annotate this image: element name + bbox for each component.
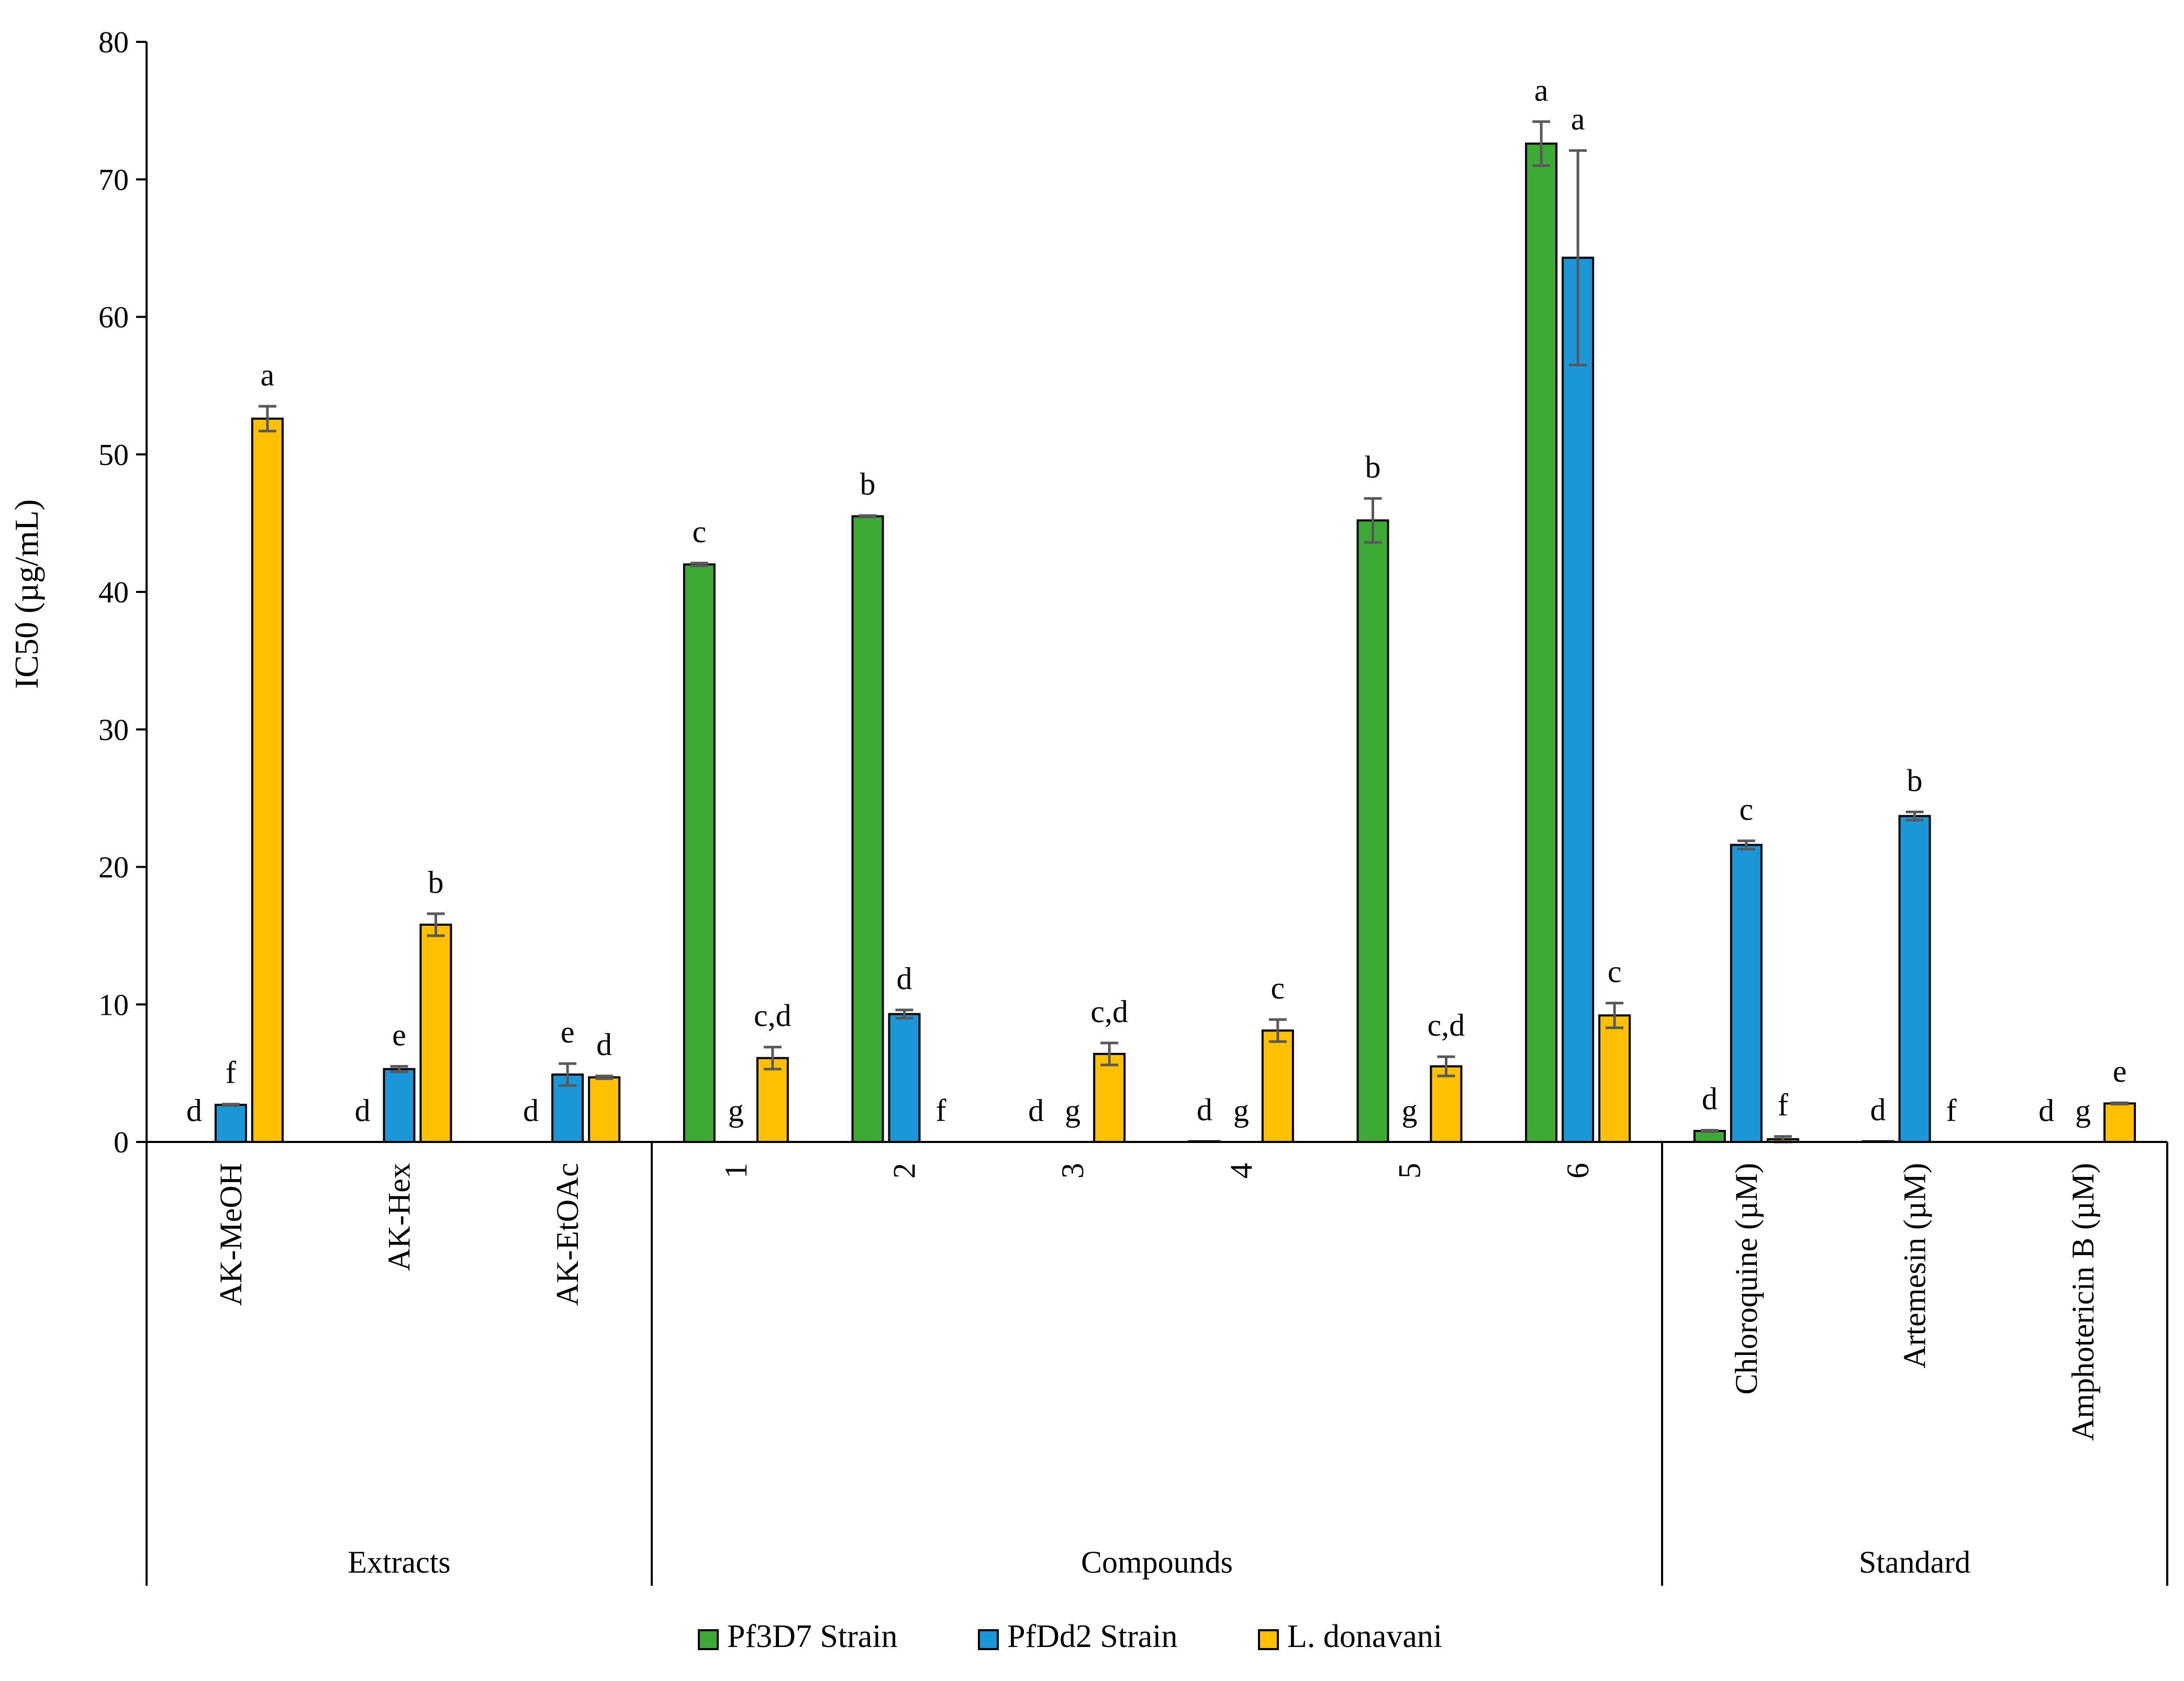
y-tick-label: 30 (98, 713, 129, 747)
legend-label: PfDd2 Strain (1007, 1619, 1178, 1654)
bar (214, 1104, 247, 1144)
bar (1356, 519, 1389, 1143)
significance-label: f (936, 1093, 946, 1128)
significance-label: d (1870, 1093, 1886, 1127)
bar (1730, 844, 1763, 1143)
bar (251, 417, 284, 1143)
significance-label: f (226, 1056, 236, 1090)
bar (1093, 1052, 1126, 1143)
x-category-label: 2 (887, 1163, 922, 1179)
legend-label: L. donavani (1287, 1619, 1442, 1654)
significance-label: b (1365, 450, 1381, 484)
x-category-label: Artemesin (µM) (1898, 1163, 1932, 1369)
bar (1525, 142, 1558, 1143)
x-category-label: 6 (1561, 1163, 1595, 1179)
y-tick-label: 20 (98, 850, 129, 884)
y-tick-label: 70 (98, 163, 129, 197)
significance-label: a (1571, 102, 1585, 137)
legend-swatch (978, 1629, 999, 1650)
significance-label: c (1608, 955, 1622, 989)
y-tick-label: 10 (98, 988, 129, 1022)
y-tick-label: 50 (98, 438, 129, 472)
significance-label: a (261, 357, 275, 392)
significance-label: a (1534, 73, 1548, 107)
significance-label: c,d (754, 999, 792, 1033)
legend-swatch (698, 1629, 719, 1650)
significance-label: g (1065, 1093, 1080, 1128)
significance-label: d (355, 1093, 371, 1128)
group-label: Standard (1859, 1545, 1970, 1579)
bar (2103, 1102, 2136, 1143)
x-category-label: AK-MeOH (214, 1163, 248, 1306)
significance-label: d (596, 1027, 612, 1062)
bar (1562, 256, 1595, 1144)
significance-label: d (1702, 1082, 1718, 1116)
y-tick-label: 0 (114, 1125, 129, 1159)
group-label: Extracts (348, 1545, 451, 1579)
x-category-label: AK-Hex (382, 1163, 417, 1271)
significance-label: c,d (1090, 994, 1128, 1029)
y-axis-title: IC50 (µg/mL) (8, 499, 45, 689)
axes: 0 10 20 30 40 50 60 70 80 Extracts Compounds Standa… (98, 25, 2168, 1586)
bar (888, 1013, 921, 1143)
bar (1598, 1014, 1631, 1144)
bar (1898, 815, 1931, 1143)
bar (383, 1068, 416, 1144)
significance-label: g (1402, 1093, 1418, 1128)
significance-label: d (523, 1093, 539, 1128)
legend-swatch (1258, 1629, 1279, 1650)
x-category-label: AK-EtOAc (550, 1163, 585, 1306)
significance-label: c (693, 514, 707, 549)
significance-label: f (1946, 1093, 1957, 1128)
bar (419, 923, 452, 1143)
significance-label: c (1271, 971, 1285, 1005)
y-tick-label: 60 (98, 300, 129, 334)
bar (851, 515, 884, 1143)
x-category-label: 3 (1055, 1163, 1090, 1179)
significance-label: e (392, 1017, 406, 1052)
significance-label: b (1907, 763, 1923, 798)
significance-label: d (2038, 1093, 2054, 1128)
significance-label: e (561, 1015, 575, 1049)
x-category-label: 5 (1392, 1163, 1427, 1179)
significance-label: b (428, 865, 444, 900)
group-label: Compounds (1081, 1545, 1233, 1579)
bar (1430, 1065, 1463, 1144)
x-category-label: Amphotericin B (µM) (2066, 1163, 2100, 1441)
significance-label: f (1778, 1088, 1788, 1122)
legend: Pf3D7 Strain PfDd2 Strain L. donavani (698, 1619, 1442, 1654)
significance-label: c (1740, 792, 1754, 827)
significance-label: c,d (1428, 1008, 1465, 1043)
significance-label: d (1028, 1093, 1044, 1128)
bar (1261, 1029, 1294, 1143)
significance-label: g (1233, 1093, 1249, 1128)
x-category-label: 4 (1224, 1163, 1258, 1179)
significance-label: g (2075, 1093, 2091, 1128)
x-category-label: Chloroquine (µM) (1729, 1163, 1764, 1395)
significance-label: d (1197, 1093, 1212, 1127)
x-category-label: 1 (719, 1163, 753, 1179)
legend-label: Pf3D7 Strain (727, 1619, 898, 1654)
y-tick-label: 80 (98, 25, 129, 59)
significance-label: d (897, 961, 912, 996)
significance-label: d (186, 1093, 202, 1128)
bar (588, 1076, 621, 1144)
bar (683, 563, 716, 1143)
y-tick-label: 40 (98, 575, 129, 609)
bar (756, 1057, 789, 1144)
significance-label: e (2113, 1054, 2127, 1089)
significance-label: b (860, 467, 876, 501)
significance-label: g (728, 1093, 744, 1128)
